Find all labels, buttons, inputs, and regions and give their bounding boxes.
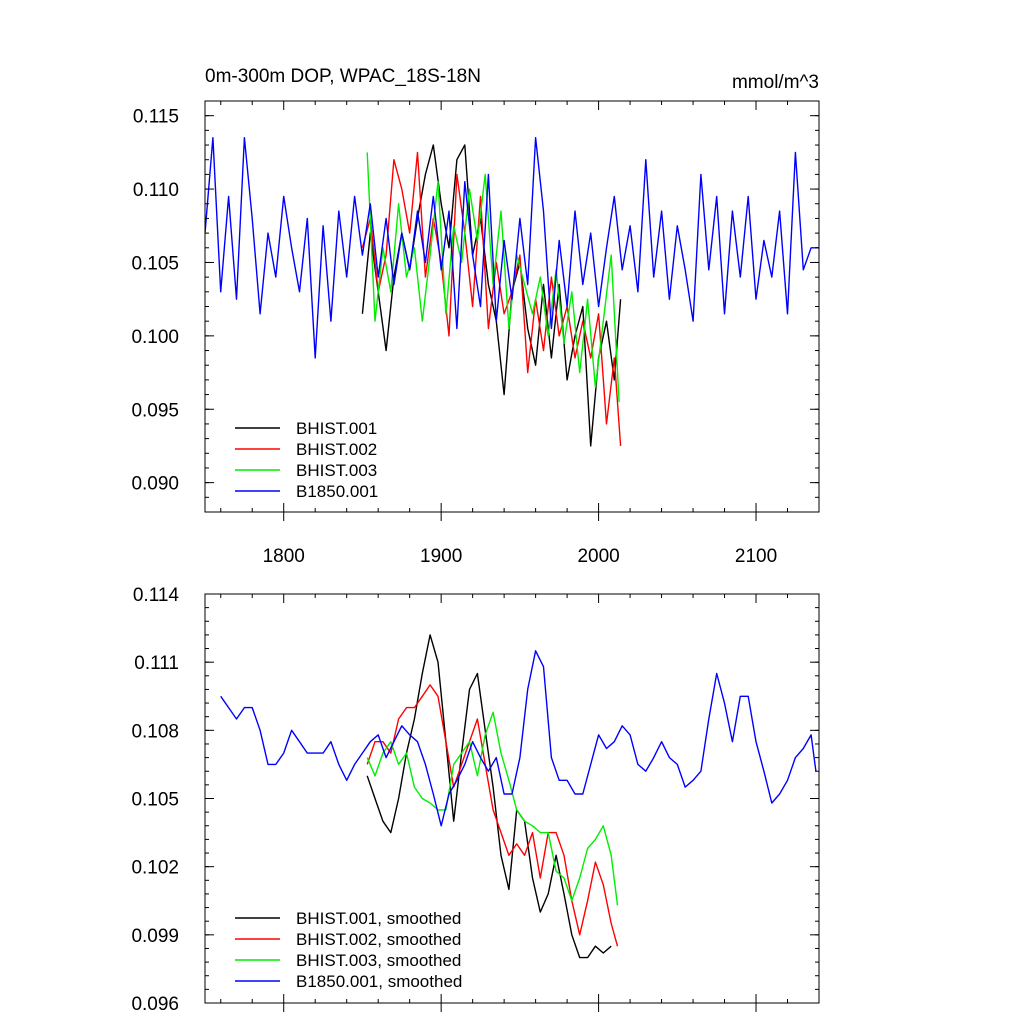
legend-label: BHIST.001, smoothed (296, 909, 461, 928)
legend: BHIST.001 BHIST.002 BHIST.003 B1850.001 (235, 419, 378, 501)
legend-label: B1850.001 (296, 482, 378, 501)
y-tick-label: 0.095 (131, 400, 179, 421)
y-tick-label: 0.108 (131, 721, 179, 742)
legend: BHIST.001, smoothed BHIST.002, smoothed BH… (235, 909, 462, 991)
series-line-bhist-002 (361, 151, 622, 446)
series-line-bhist-003-smoothed (366, 711, 619, 906)
y-tick-label: 0.115 (133, 107, 179, 128)
series-line-bhist-001-smoothed (366, 634, 612, 959)
y-tick-label: 0.099 (131, 926, 179, 947)
y-tick-label: 0.105 (131, 253, 179, 274)
series-line-b1850-001 (205, 136, 819, 359)
y-tick-label: 0.100 (131, 327, 179, 348)
y-tick-label: 0.110 (133, 180, 179, 201)
legend-label: BHIST.003 (296, 461, 377, 480)
y-tick-label: 0.111 (134, 653, 179, 674)
legend-label: BHIST.001 (296, 419, 377, 438)
bottom-panel: 0.096 0.099 0.102 0.105 0.108 0.111 0.114 BHIST… (131, 585, 820, 1015)
y-tick-label: 0.105 (131, 790, 179, 811)
y-tick-label: 0.114 (133, 585, 180, 606)
chart-units-label: mmol/m^3 (732, 72, 819, 93)
y-tick-label: 0.102 (131, 858, 179, 879)
series-line-bhist-002-smoothed (366, 684, 619, 947)
y-tick-label: 0.096 (131, 994, 179, 1015)
top-panel: 0.090 0.095 0.100 0.105 0.110 0.115 1800 1900 20… (131, 100, 820, 567)
series-line-b1850-001-smoothed (220, 650, 817, 827)
x-tick-label: 2100 (735, 546, 777, 567)
series-group (220, 634, 817, 959)
legend-label: BHIST.002 (296, 440, 377, 459)
legend-label: BHIST.002, smoothed (296, 930, 461, 949)
x-tick-label: 1800 (263, 546, 305, 567)
legend-label: BHIST.003, smoothed (296, 951, 461, 970)
legend-label: B1850.001, smoothed (296, 972, 462, 991)
chart-title: 0m-300m DOP, WPAC_18S-18N (205, 66, 481, 87)
x-tick-label: 2000 (577, 546, 619, 567)
series-group (205, 136, 819, 447)
y-tick-label: 0.090 (131, 474, 179, 495)
x-tick-label: 1900 (420, 546, 462, 567)
